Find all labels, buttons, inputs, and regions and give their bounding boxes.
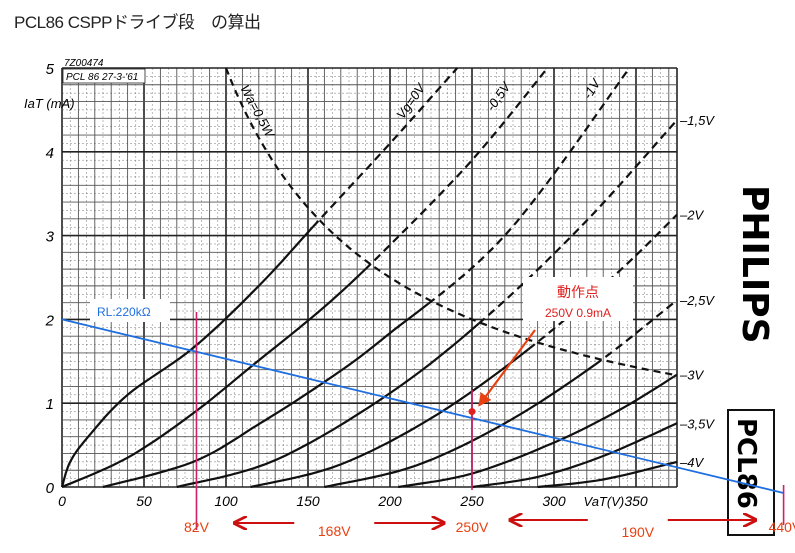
curve-label: -0,5V: [483, 79, 514, 114]
overlay: RL:220kΩ 82V 250V 440V 168V 190V 動作点 250V 0.9mA: [61, 277, 795, 540]
curve-6: [398, 375, 675, 489]
grid: PCL 86 27-3-'61 7Z00474: [61, 58, 678, 488]
curve-1: [61, 268, 366, 489]
y-tick-label: 2: [45, 312, 55, 329]
operating-point-arrow: [478, 329, 536, 407]
load-line-label: RL:220kΩ: [97, 305, 151, 319]
sheet-label-box: [62, 68, 146, 84]
curve-6-dashed: [673, 373, 678, 378]
curve-label: –3,5V: [679, 416, 715, 431]
y-tick-label: 3: [46, 229, 55, 246]
operating-point-label: 250V 0.9mA: [545, 306, 611, 320]
curve-7: [471, 422, 678, 489]
curve-label: –3V: [679, 368, 704, 383]
curve-3-dashed: [477, 119, 678, 325]
x-tick-label: 350: [624, 493, 648, 509]
marker-label: 440V: [769, 519, 795, 535]
curve-2-dashed: [427, 67, 631, 305]
curve-4: [250, 348, 530, 489]
marker-label: 250V: [456, 519, 489, 535]
x-tick-label: 300: [542, 493, 566, 509]
operating-point-title: 動作点: [557, 284, 599, 300]
curve-label: –2,5V: [679, 293, 715, 308]
curve-1-dashed: [364, 67, 549, 271]
y-tick-label: 5: [46, 61, 55, 78]
x-tick-label: 250: [459, 493, 484, 509]
load-line: [61, 318, 784, 494]
curve-8: [537, 460, 678, 489]
operating-point-dot: [468, 408, 476, 416]
page-title: PCL86 CSPPドライブ段 の算出: [14, 13, 261, 32]
marker-label: 82V: [184, 519, 210, 535]
span-label: 190V: [621, 524, 654, 540]
curve-label: –4V: [679, 455, 704, 470]
curve-label: -1V: [580, 75, 604, 101]
power-curve-label: Wa=0,5W: [237, 82, 278, 141]
sheet-label: PCL 86 27-3-'61: [66, 72, 138, 83]
curve-label: Vg=0V: [393, 80, 429, 122]
curve-label: –2V: [679, 208, 704, 223]
power-dissipation-curve: [224, 67, 678, 377]
curve-5: [324, 363, 596, 489]
x-tick-label: 150: [296, 493, 320, 509]
curves: [60, 67, 678, 489]
span-label: 168V: [318, 523, 351, 539]
x-tick-label: 100: [214, 493, 238, 509]
x-tick-label: 50: [136, 493, 152, 509]
x-axis-label: VaT(V): [584, 494, 625, 509]
curve-2: [102, 302, 429, 489]
x-tick-label: 0: [58, 493, 66, 509]
y-tick-label: 0: [46, 480, 55, 497]
load-line-label-box: [90, 299, 170, 322]
curve-5-dashed: [594, 299, 678, 366]
sheet-code: 7Z00474: [64, 58, 104, 69]
curve-3: [176, 322, 480, 489]
x-tick-label: 200: [377, 493, 402, 509]
curve-0-dashed: [312, 67, 459, 228]
curve-label: –1,5V: [679, 113, 715, 128]
operating-point-box: [523, 277, 633, 321]
y-tick-label: 4: [46, 145, 54, 162]
curve-0: [60, 225, 314, 488]
y-axis-label: IaT (mA): [24, 96, 75, 111]
brand-logo: PHILIPS: [734, 185, 775, 344]
y-tick-label: 1: [46, 396, 54, 413]
tube-label: PCL86: [731, 418, 761, 509]
curve-4-dashed: [527, 213, 678, 351]
